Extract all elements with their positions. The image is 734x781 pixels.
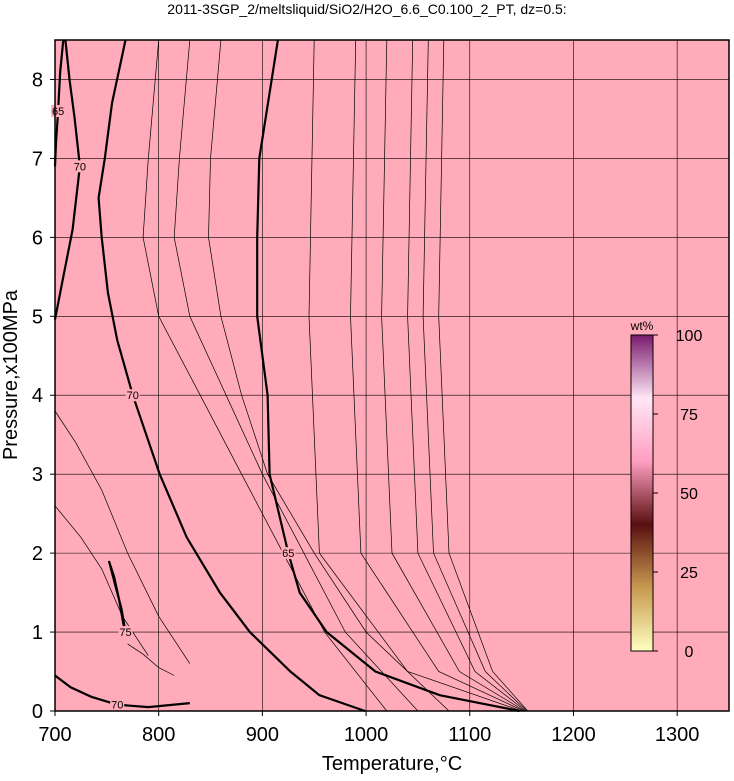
contour-line (127, 643, 175, 676)
contour-label-bg (281, 547, 296, 560)
contour-line (381, 39, 525, 712)
x-tick-label: 900 (246, 724, 279, 746)
y-tick-label: 8 (32, 69, 43, 91)
contour-line (54, 410, 191, 664)
contour-label: 75 (119, 627, 131, 639)
contour-line (208, 39, 450, 712)
contour-label-bg (72, 160, 87, 173)
x-axis-label: Temperature,°C (322, 753, 462, 775)
x-tick-label: 1200 (551, 724, 596, 746)
plot-background (55, 40, 729, 711)
plot-frame (54, 39, 730, 712)
y-tick-label: 2 (32, 543, 43, 565)
x-tick-label: 1000 (344, 724, 389, 746)
x-tick-label: 1300 (655, 724, 700, 746)
contour-label-bg (125, 389, 140, 402)
y-tick-label: 4 (32, 385, 43, 407)
colorbar-label: wt% (630, 319, 654, 333)
contour-line (308, 39, 522, 712)
y-tick-label: 1 (32, 622, 43, 644)
contour-line (422, 39, 528, 712)
y-tick-label: 7 (32, 148, 43, 170)
colorbar (630, 334, 654, 652)
contour-line (256, 39, 520, 713)
y-tick-label: 6 (32, 227, 43, 249)
contour-label-bg (118, 626, 133, 639)
y-tick-label: 3 (32, 464, 43, 486)
x-tick-label: 800 (142, 724, 175, 746)
y-axis-label: Pressure,x100MPa (0, 289, 22, 460)
y-tick-label: 5 (32, 306, 43, 328)
x-tick-label: 1100 (448, 724, 491, 746)
contour-label: 65 (52, 106, 64, 118)
colorbar-tick-label: 100 (676, 328, 703, 345)
contour-label: 70 (111, 700, 123, 712)
colorbar-tick-label: 25 (680, 565, 698, 582)
chart-title: 2011-3SGP_2/meltsliquid/SiO2/H2O_6.6_C0.… (167, 1, 566, 17)
contour-label: 70 (127, 390, 139, 402)
x-tick-label: 700 (38, 724, 71, 746)
colorbar-tick-label: 75 (680, 407, 698, 424)
contour-line (173, 39, 419, 712)
contour-label: 65 (282, 548, 294, 560)
y-tick-label: 0 (32, 701, 43, 723)
contour-line (350, 39, 524, 712)
contour-line (54, 674, 190, 709)
contour-line (142, 39, 388, 712)
contour-line (438, 39, 529, 712)
contour-label-bg (110, 698, 125, 711)
contour-label: 70 (74, 161, 86, 173)
contour-line (407, 39, 527, 712)
colorbar-tick-label: 50 (680, 486, 698, 503)
colorbar-tick-label: 0 (685, 644, 694, 661)
